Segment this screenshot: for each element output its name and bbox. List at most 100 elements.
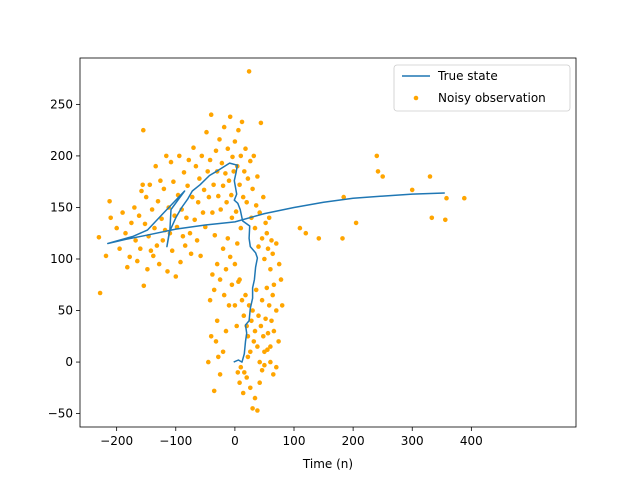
noisy-observation-point — [242, 370, 247, 375]
noisy-observation-point — [266, 303, 272, 308]
noisy-observation-point — [178, 259, 183, 265]
noisy-observation-point — [262, 362, 267, 368]
noisy-observation-point — [199, 153, 205, 159]
y-tick-label: 50 — [58, 304, 73, 318]
legend: True state Noisy observation — [393, 64, 571, 112]
noisy-observation-point — [164, 153, 169, 159]
noisy-observation-point — [136, 213, 142, 218]
noisy-observation-point — [221, 124, 227, 130]
noisy-observation-point — [262, 256, 267, 262]
noisy-observation-point — [218, 207, 223, 212]
noisy-observation-point — [181, 170, 187, 175]
noisy-observation-point — [270, 292, 276, 298]
noisy-observation-point — [184, 215, 189, 221]
y-tick-label: 250 — [50, 97, 73, 111]
noisy-observation-point — [216, 354, 221, 360]
noisy-observation-point — [135, 258, 140, 264]
noisy-observation-point — [125, 264, 130, 270]
noisy-observation-point — [229, 215, 235, 221]
noisy-observation-point — [239, 119, 245, 125]
noisy-observation-point — [380, 174, 386, 179]
noisy-observation-point — [238, 225, 244, 231]
noisy-observation-point — [232, 261, 238, 267]
noisy-observation-point — [149, 207, 155, 212]
noisy-observation-point — [274, 364, 279, 370]
noisy-observation-point — [229, 282, 235, 288]
noisy-observation-point — [238, 153, 244, 159]
noisy-observation-point — [206, 194, 212, 200]
x-tick-label: 400 — [460, 434, 483, 448]
y-tick-label: 200 — [50, 149, 73, 163]
noisy-observation-point — [462, 195, 467, 201]
noisy-observation-point — [258, 120, 264, 126]
noisy-observation-point — [226, 303, 232, 308]
legend-true-state-label: True state — [437, 69, 498, 83]
noisy-observation-point — [223, 171, 228, 176]
noisy-observation-point — [152, 225, 157, 231]
noisy-observation-point — [255, 174, 260, 179]
noisy-observation-point — [374, 153, 380, 159]
noisy-observation-point — [245, 176, 251, 181]
noisy-observation-point — [194, 238, 200, 243]
x-axis-label: Time (n) — [302, 457, 353, 471]
noisy-observation-point — [227, 254, 233, 260]
x-tick-label: 0 — [231, 434, 239, 448]
noisy-observation-point — [250, 406, 255, 411]
noisy-observation-point — [279, 303, 285, 308]
noisy-observation-point — [160, 238, 166, 243]
noisy-observation-point — [123, 230, 128, 236]
noisy-observation-point — [248, 349, 253, 355]
noisy-observation-point — [114, 225, 119, 231]
noisy-observation-point — [165, 269, 170, 274]
noisy-observation-point — [297, 225, 303, 231]
noisy-observation-point — [223, 267, 229, 272]
noisy-observation-point — [188, 251, 194, 257]
noisy-observation-point — [229, 192, 234, 198]
noisy-observation-point — [216, 193, 221, 199]
noisy-observation-point — [107, 199, 112, 204]
noisy-observation-point — [182, 243, 188, 248]
y-tick-label: 0 — [65, 355, 73, 369]
noisy-observation-point — [271, 328, 277, 334]
noisy-observation-point — [97, 290, 103, 296]
x-tick-label: −200 — [100, 434, 133, 448]
noisy-observation-point — [427, 174, 433, 179]
noisy-observation-point — [245, 354, 251, 360]
noisy-observation-point — [278, 277, 284, 282]
noisy-observation-point — [256, 313, 261, 319]
noisy-observation-point — [208, 112, 214, 117]
noisy-observation-point — [193, 163, 199, 169]
noisy-observation-point — [192, 217, 197, 223]
noisy-observation-point — [265, 246, 271, 251]
noisy-observation-point — [224, 200, 229, 205]
noisy-observation-point — [138, 246, 143, 251]
noisy-observation-point — [240, 390, 246, 396]
noisy-observation-point — [103, 253, 109, 259]
noisy-observation-point — [244, 200, 249, 205]
x-tick-label: 100 — [283, 434, 306, 448]
noisy-observation-point — [255, 408, 260, 413]
noisy-observation-point — [237, 182, 242, 188]
noisy-observation-point — [180, 234, 186, 239]
noisy-observation-point — [141, 127, 146, 133]
noisy-observation-point — [256, 244, 261, 249]
noisy-observation-point — [271, 372, 276, 377]
noisy-observation-point — [158, 178, 163, 183]
noisy-observation-point — [246, 69, 252, 74]
noisy-observation-point — [220, 183, 226, 189]
noisy-observation-point — [120, 210, 125, 215]
noisy-observation-point — [233, 209, 239, 214]
noisy-observation-point — [147, 182, 153, 188]
noisy-observation-point — [238, 364, 244, 370]
noisy-observation-point — [241, 313, 247, 319]
noisy-observation-point — [108, 215, 113, 221]
noisy-observation-point — [156, 261, 162, 267]
legend-noisy-swatch — [413, 95, 419, 101]
noisy-observation-point — [276, 261, 282, 267]
y-tick-label: 100 — [50, 252, 73, 266]
noisy-observation-point — [145, 267, 150, 272]
noisy-observation-point — [140, 182, 145, 188]
x-tick-label: 200 — [342, 434, 365, 448]
noisy-observation-point — [249, 318, 254, 324]
